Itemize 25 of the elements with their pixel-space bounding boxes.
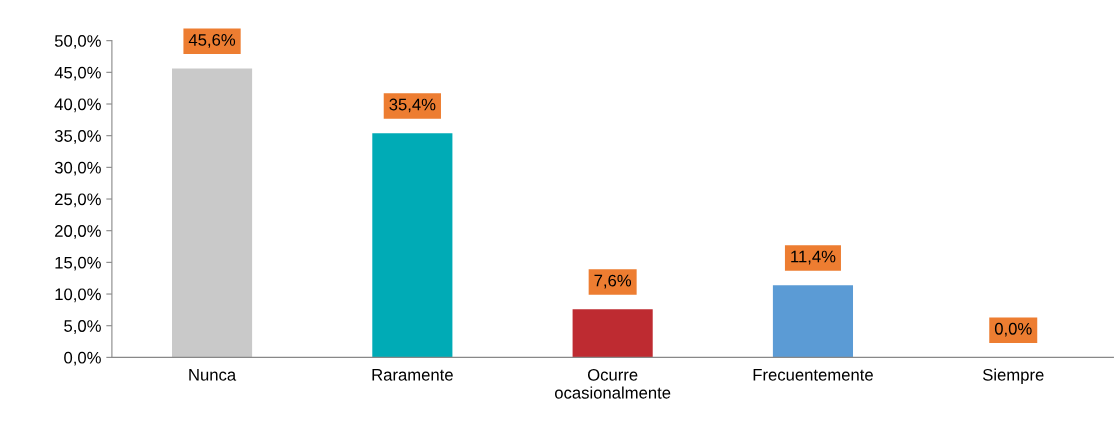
x-tick-label: Ocurre ocasionalmente xyxy=(554,368,671,399)
y-tick-label: 20,0% xyxy=(55,225,101,239)
y-tick-label: 15,0% xyxy=(55,256,101,271)
y-tick-label: 0,0% xyxy=(64,351,101,366)
x-tick-label: Siempre xyxy=(982,368,1044,385)
y-tick-label: 25,0% xyxy=(55,193,101,208)
x-tick-label: Frecuentemente xyxy=(753,369,873,381)
bar xyxy=(572,309,653,358)
y-tick-label: 40,0% xyxy=(54,98,101,113)
data-label: 11,4% xyxy=(791,250,836,265)
y-tick-label: 10,0% xyxy=(55,288,101,303)
data-label: 0,0% xyxy=(994,322,1032,337)
bar xyxy=(171,68,253,358)
bar xyxy=(372,133,453,358)
y-tick-label: 35,0% xyxy=(54,130,101,144)
data-label: 45,6% xyxy=(188,33,236,48)
data-label: 7,6% xyxy=(594,274,632,289)
y-tick-label: 5,0% xyxy=(64,320,101,334)
y-tick-label: 45,0% xyxy=(54,66,101,81)
x-tick-label: Raramente xyxy=(372,369,453,381)
y-tick-label: 50,0% xyxy=(54,35,101,49)
data-label: 35,4% xyxy=(389,98,436,113)
y-tick-label: 30,0% xyxy=(54,161,101,176)
x-tick-label: Nunca xyxy=(189,369,237,381)
bar xyxy=(772,285,854,358)
